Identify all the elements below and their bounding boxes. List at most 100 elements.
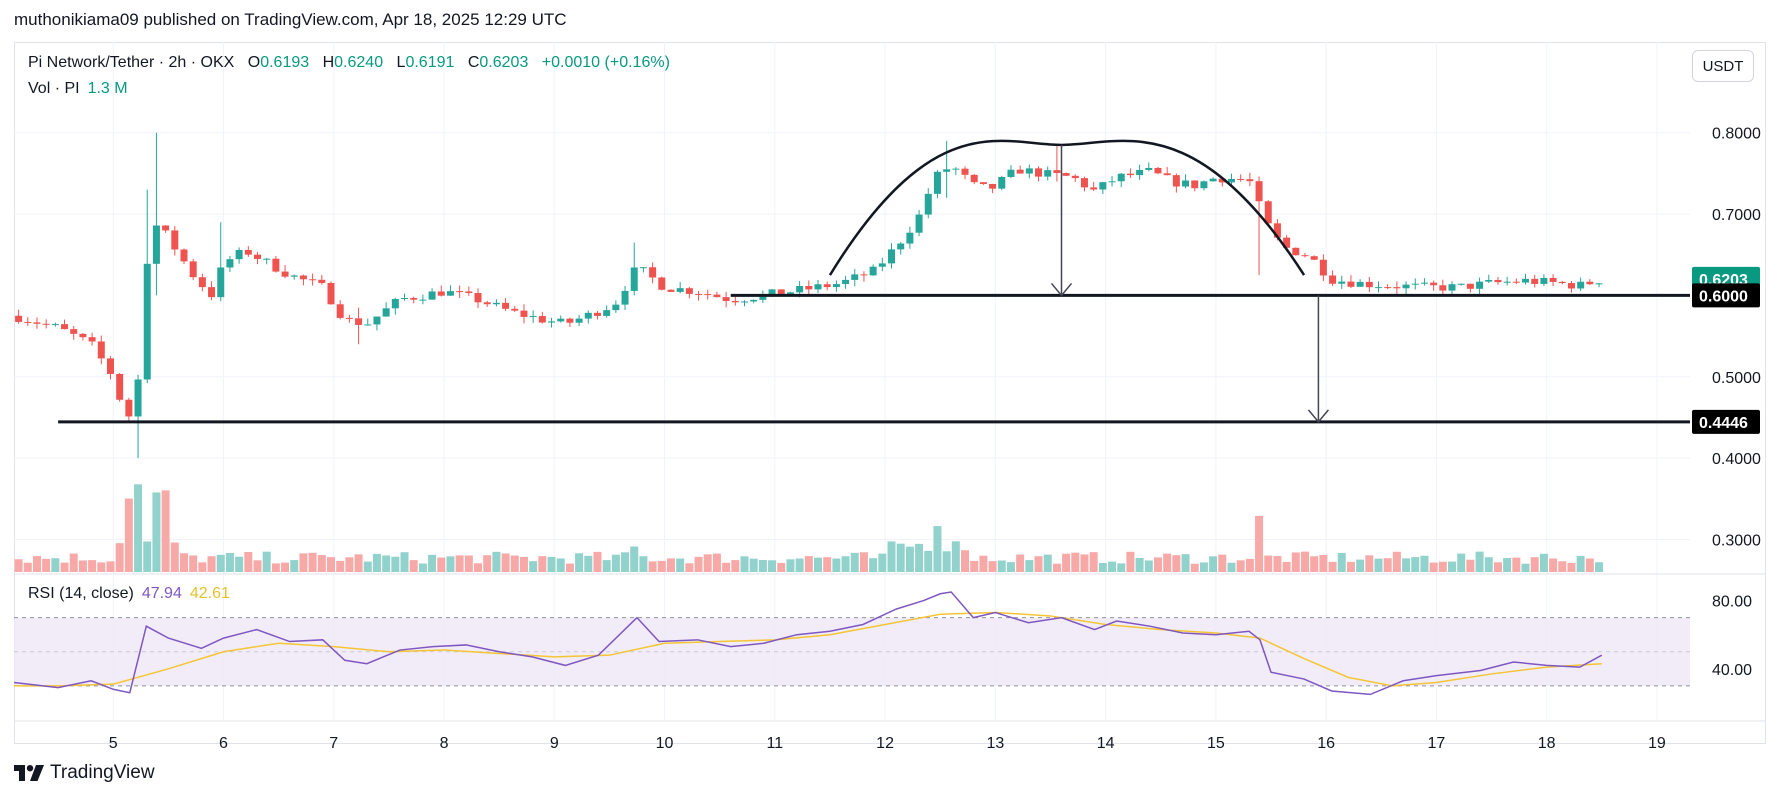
volume-bar <box>814 557 823 572</box>
candle-body <box>1595 283 1603 285</box>
volume-bar <box>216 554 225 572</box>
volume-bar <box>731 560 740 572</box>
candle-body <box>915 214 923 233</box>
candle-body <box>198 277 206 288</box>
candle-body <box>327 282 335 305</box>
volume-bar <box>354 554 363 572</box>
price-label-text: 0.6000 <box>1699 288 1748 305</box>
currency-button[interactable]: USDT <box>1692 50 1754 82</box>
candle-body <box>952 168 960 170</box>
volume-bar <box>345 557 354 572</box>
volume-bar <box>538 556 547 572</box>
candle-body <box>1007 169 1015 177</box>
volume-bar <box>1209 556 1218 572</box>
candle-body <box>391 298 399 309</box>
candle-body <box>1522 278 1530 283</box>
volume-bar <box>1199 562 1208 572</box>
candle-body <box>1347 281 1355 287</box>
candle-body <box>162 225 170 231</box>
candle-body <box>878 263 886 267</box>
candle-body <box>786 292 794 295</box>
symbol-name: Pi Network/Tether · 2h · OKX <box>28 54 235 71</box>
volume-bar <box>1429 562 1438 572</box>
candle-body <box>116 373 124 400</box>
candle-body <box>1126 173 1134 176</box>
measure-arrow-top-head <box>1050 282 1073 297</box>
time-tick-label: 17 <box>1427 735 1445 752</box>
candle-body <box>1273 223 1281 238</box>
candle-body <box>106 358 114 374</box>
tradingview-brand[interactable]: TradingView <box>14 762 155 784</box>
low-label: L <box>396 54 406 71</box>
price-tick-label: 0.3000 <box>1712 532 1761 549</box>
volume-bar <box>1457 553 1466 572</box>
volume-bar <box>446 556 455 572</box>
candle-body <box>373 316 381 325</box>
high-value: 0.6240 <box>334 54 384 71</box>
candle-body <box>134 379 142 417</box>
candle-body <box>566 318 574 323</box>
volume-bar <box>1475 551 1484 572</box>
candle-body <box>437 291 445 296</box>
volume-bar <box>281 562 290 572</box>
candle-body <box>933 171 941 194</box>
price-label-box <box>1692 409 1760 434</box>
candle-body <box>51 324 59 326</box>
candle-body <box>768 289 776 295</box>
candle-body <box>575 318 583 323</box>
candle-body <box>1531 278 1539 284</box>
volume-bar <box>1503 557 1512 572</box>
volume-bar <box>1402 558 1411 572</box>
candle-body <box>1191 180 1199 189</box>
volume-bar <box>1484 557 1493 572</box>
volume-bar <box>1163 553 1172 572</box>
volume-bar <box>124 498 133 572</box>
volume-bar <box>60 562 69 572</box>
candle-body <box>970 174 978 183</box>
rsi-tick-label: 40.00 <box>1712 662 1752 679</box>
volume-bar <box>363 561 372 572</box>
time-tick-label: 6 <box>219 735 228 752</box>
candle-body <box>125 399 133 417</box>
volume-bar <box>391 556 400 572</box>
candle-body <box>15 315 23 322</box>
volume-bar <box>1346 561 1355 572</box>
candle-body <box>1365 281 1373 288</box>
candle-body <box>1071 175 1079 179</box>
volume-bar <box>235 556 244 572</box>
rsi-ma-line <box>14 611 1602 687</box>
candle-body <box>1485 279 1493 282</box>
candle-body <box>208 287 216 298</box>
volume-bar <box>924 550 933 572</box>
volume-bar <box>42 558 51 572</box>
candle-body <box>538 316 546 323</box>
volume-bar <box>244 552 253 572</box>
candle-body <box>318 279 326 283</box>
volume-bar <box>134 484 143 572</box>
volume-bar <box>1549 558 1558 572</box>
volume-bar <box>152 492 161 572</box>
candle-body <box>842 279 850 285</box>
candle-body <box>584 312 592 319</box>
volume-bar <box>69 553 78 572</box>
rsi-ma-value: 42.61 <box>189 585 230 602</box>
volume-bar <box>712 553 721 572</box>
volume-bar <box>933 526 942 572</box>
volume-bar <box>207 556 216 572</box>
time-tick-label: 10 <box>656 735 674 752</box>
candle-body <box>1227 178 1235 183</box>
volume-label: Vol · PI <box>28 80 80 97</box>
candle-body <box>630 267 638 291</box>
volume-bar <box>804 556 813 572</box>
candle-body <box>1420 282 1428 284</box>
candle-body <box>1255 181 1263 202</box>
volume-bar <box>198 562 207 572</box>
candle-body <box>235 249 243 260</box>
time-tick-label: 12 <box>876 735 894 752</box>
candle-body <box>410 298 418 300</box>
rounded-top-arc <box>828 139 1306 276</box>
volume-bar <box>1071 552 1080 572</box>
volume-bar <box>161 490 170 572</box>
candle-body <box>1457 283 1465 285</box>
